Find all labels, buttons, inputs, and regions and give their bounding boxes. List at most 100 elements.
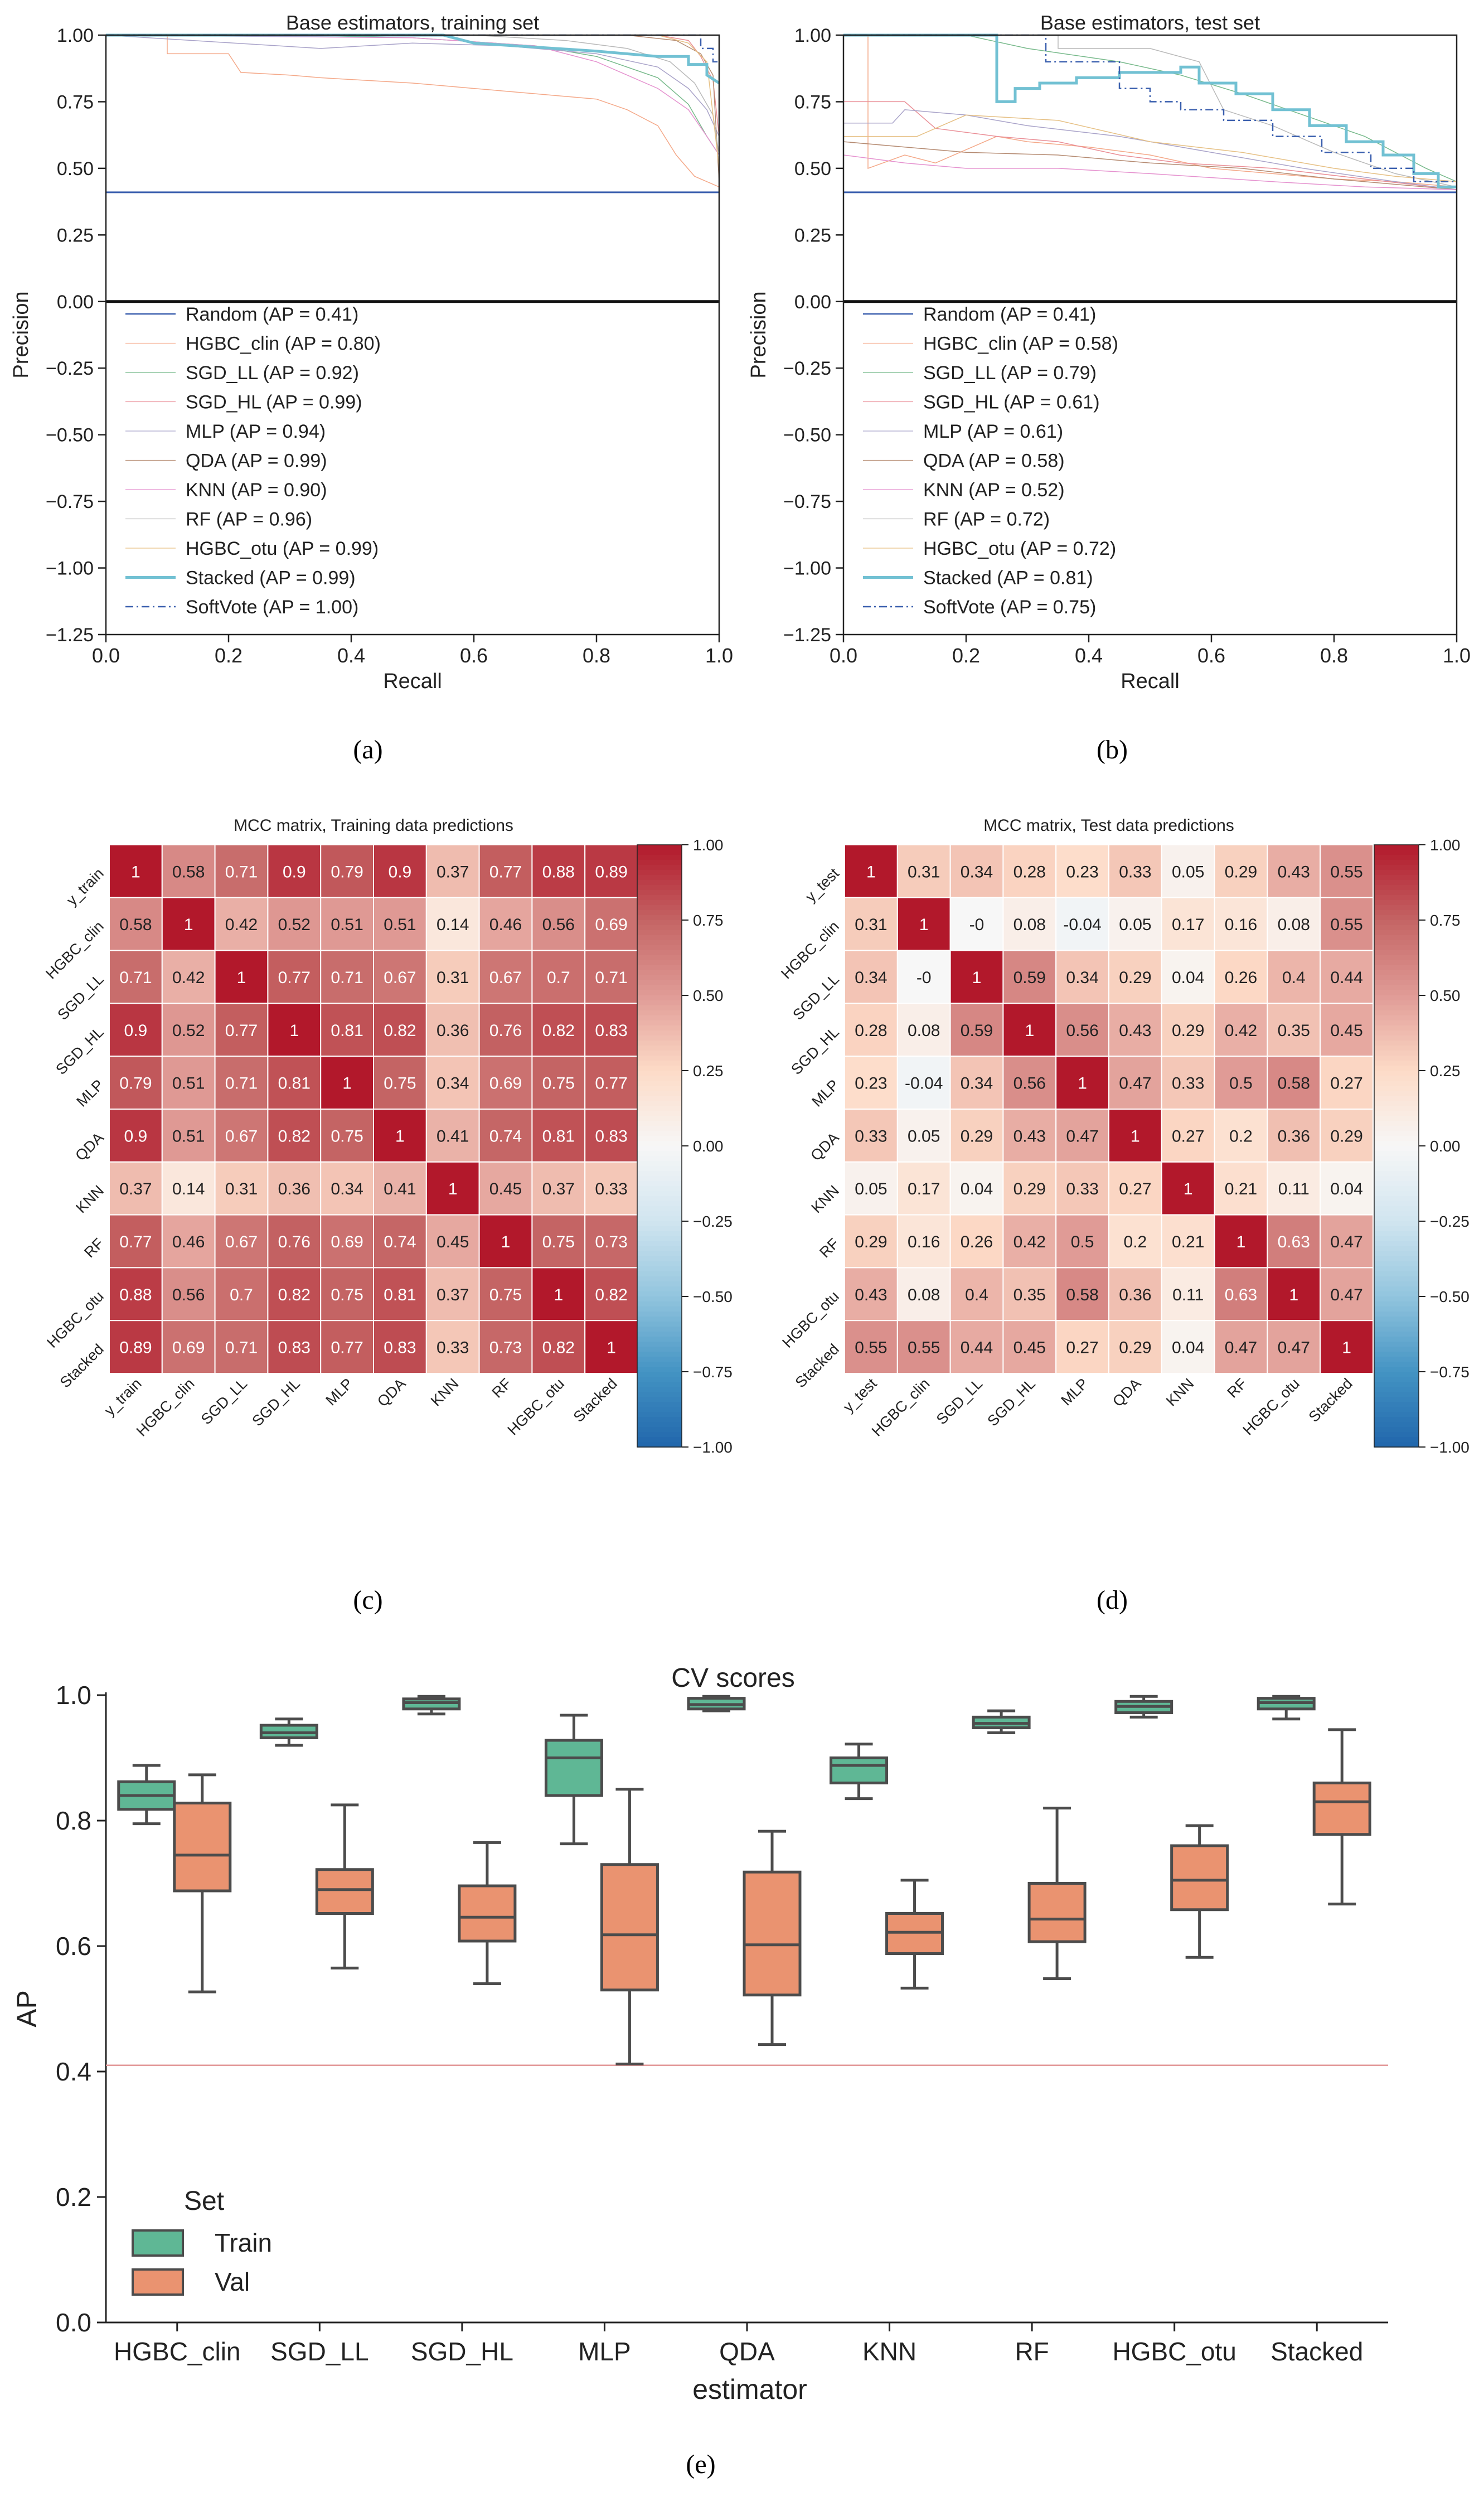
heatmap-cell <box>1108 844 1162 898</box>
colorbar-segment <box>1374 1377 1419 1382</box>
colorbar-segment <box>637 1301 682 1307</box>
heatmap-cell-value: 0.9 <box>283 863 306 881</box>
heatmap-cell <box>267 844 322 898</box>
heatmap-cell-value: 0.82 <box>278 1127 311 1145</box>
heatmap-cell <box>1108 1214 1162 1269</box>
heatmap-cell <box>1267 1267 1321 1322</box>
colorbar-segment <box>637 880 682 885</box>
heatmap-cell-value: 0.37 <box>119 1180 152 1198</box>
colorbar-segment <box>1374 1071 1419 1076</box>
box-val <box>458 1884 517 1943</box>
heatmap-cell <box>320 1320 375 1374</box>
colorbar-segment <box>1374 980 1419 986</box>
heatmap-cell-value: 0.08 <box>1278 916 1310 934</box>
colorbar-segment <box>637 985 682 991</box>
heatmap-cell <box>1161 1109 1215 1163</box>
heatmap-cell-value: 0.82 <box>278 1286 311 1304</box>
heatmap-cell-value: 0.29 <box>1225 863 1257 881</box>
colorbar-segment <box>637 1166 682 1172</box>
colorbar-segment <box>1374 1261 1419 1267</box>
heatmap-cell-value: 0.63 <box>1225 1286 1257 1304</box>
heatmap-cell-value: 0.33 <box>855 1127 887 1145</box>
colorbar-segment <box>1374 1382 1419 1387</box>
heatmap-cell-value: 1 <box>1236 1233 1246 1251</box>
colorbar-segment <box>637 1010 682 1016</box>
heatmap-cell-value: 0.33 <box>1119 863 1151 881</box>
colorbar-segment <box>637 930 682 936</box>
x-axis-label: Recall <box>383 670 442 693</box>
colorbar-segment <box>1374 1216 1419 1222</box>
row-label: HGBC_clin <box>42 918 107 983</box>
colorbar-segment <box>1374 1332 1419 1337</box>
column-label: QDA <box>1109 1375 1144 1410</box>
legend-label-hgbc_clin: HGBC_clin (AP = 0.80) <box>186 333 381 355</box>
colorbar-segment <box>637 1015 682 1021</box>
heatmap-cell-value: 1 <box>919 916 929 934</box>
x-tick-label: 0.2 <box>215 644 243 667</box>
box-val <box>600 1863 659 1992</box>
colorbar-segment <box>637 1196 682 1202</box>
heatmap-cell <box>161 897 216 951</box>
heatmap-cell-value: 0.88 <box>119 1286 152 1304</box>
colorbar-segment <box>637 1236 682 1242</box>
colorbar-segment <box>637 1136 682 1141</box>
heatmap-cell-value: 0.77 <box>331 1339 363 1357</box>
colorbar-segment <box>637 1056 682 1061</box>
pr-curve-sgd_hl <box>106 35 720 137</box>
colorbar-segment <box>637 1357 682 1362</box>
heatmap-cell <box>584 1161 638 1216</box>
heatmap-cell-value: 0.46 <box>489 916 522 934</box>
heatmap-cell-value: 0.75 <box>489 1286 522 1304</box>
colorbar-segment <box>1374 860 1419 865</box>
heatmap-cell-value: -0 <box>969 916 985 934</box>
colorbar-segment <box>637 1020 682 1026</box>
heatmap-cell-value: 0.44 <box>1330 969 1362 987</box>
heatmap-cell-value: 0.27 <box>1119 1180 1151 1198</box>
heatmap-cell-value: 0.37 <box>542 1180 575 1198</box>
colorbar-segment <box>1374 1086 1419 1091</box>
x-tick-label: 0.8 <box>1320 644 1348 667</box>
colorbar-segment <box>1374 1161 1419 1167</box>
heatmap-cell-value: -0.04 <box>1063 916 1101 934</box>
pr-curve-stacked <box>106 33 720 85</box>
pr-curve-training-panel: Base estimators, training set 0.0 0.2 0.4 0.… <box>9 11 733 693</box>
heatmap-cell-value: 0.47 <box>1119 1075 1151 1093</box>
heatmap-cell <box>161 950 216 1004</box>
colorbar-segment <box>637 1161 682 1167</box>
heatmap-cell-value: 0.81 <box>542 1127 575 1145</box>
colorbar-segment <box>1374 910 1419 916</box>
colorbar-segment <box>637 1206 682 1212</box>
colorbar-segment <box>637 1086 682 1091</box>
heatmap-cell-value: 0.71 <box>225 1339 258 1357</box>
colorbar-segment <box>637 870 682 875</box>
legend-label-sgd_hl: SGD_HL (AP = 0.61) <box>923 392 1100 413</box>
colorbar-segment <box>637 1101 682 1106</box>
row-label: Stacked <box>792 1341 842 1391</box>
colorbar-segment <box>637 900 682 906</box>
heatmap-cell-value: 0.69 <box>489 1075 522 1093</box>
heatmap-cell-value: 0.16 <box>908 1233 940 1251</box>
colorbar-segment <box>1374 845 1419 850</box>
colorbar-tick-label: 0.50 <box>693 987 724 1004</box>
heatmap-cell-value: 1 <box>1078 1075 1087 1093</box>
colorbar-segment <box>1374 1387 1419 1392</box>
heatmap-cell-value: 0.7 <box>547 969 570 987</box>
heatmap-cell-value: 0.35 <box>1278 1022 1310 1040</box>
colorbar-segment <box>1374 1221 1419 1227</box>
column-label: QDA <box>374 1375 409 1410</box>
heatmap-cell-value: 1 <box>972 969 982 987</box>
caption-e: (e) <box>686 2450 715 2479</box>
heatmap-cell-value: 0.05 <box>908 1127 940 1145</box>
heatmap-cell-value: 0.67 <box>384 969 416 987</box>
colorbar-segment <box>1374 930 1419 936</box>
heatmap-cell-value: 1 <box>342 1075 352 1093</box>
colorbar-segment <box>1374 1306 1419 1312</box>
heatmap-cell-value: 0.51 <box>331 916 363 934</box>
heatmap-cell-value: 0.29 <box>1013 1180 1046 1198</box>
heatmap-cell-value: 0.7 <box>230 1286 253 1304</box>
heatmap-cell-value: 0.29 <box>1119 969 1151 987</box>
heatmap-cell <box>1055 1214 1109 1269</box>
heatmap-cell-value: 0.77 <box>489 863 522 881</box>
heatmap-cell-value: 0.56 <box>1013 1075 1046 1093</box>
y-tick-label: 0.50 <box>57 158 94 180</box>
